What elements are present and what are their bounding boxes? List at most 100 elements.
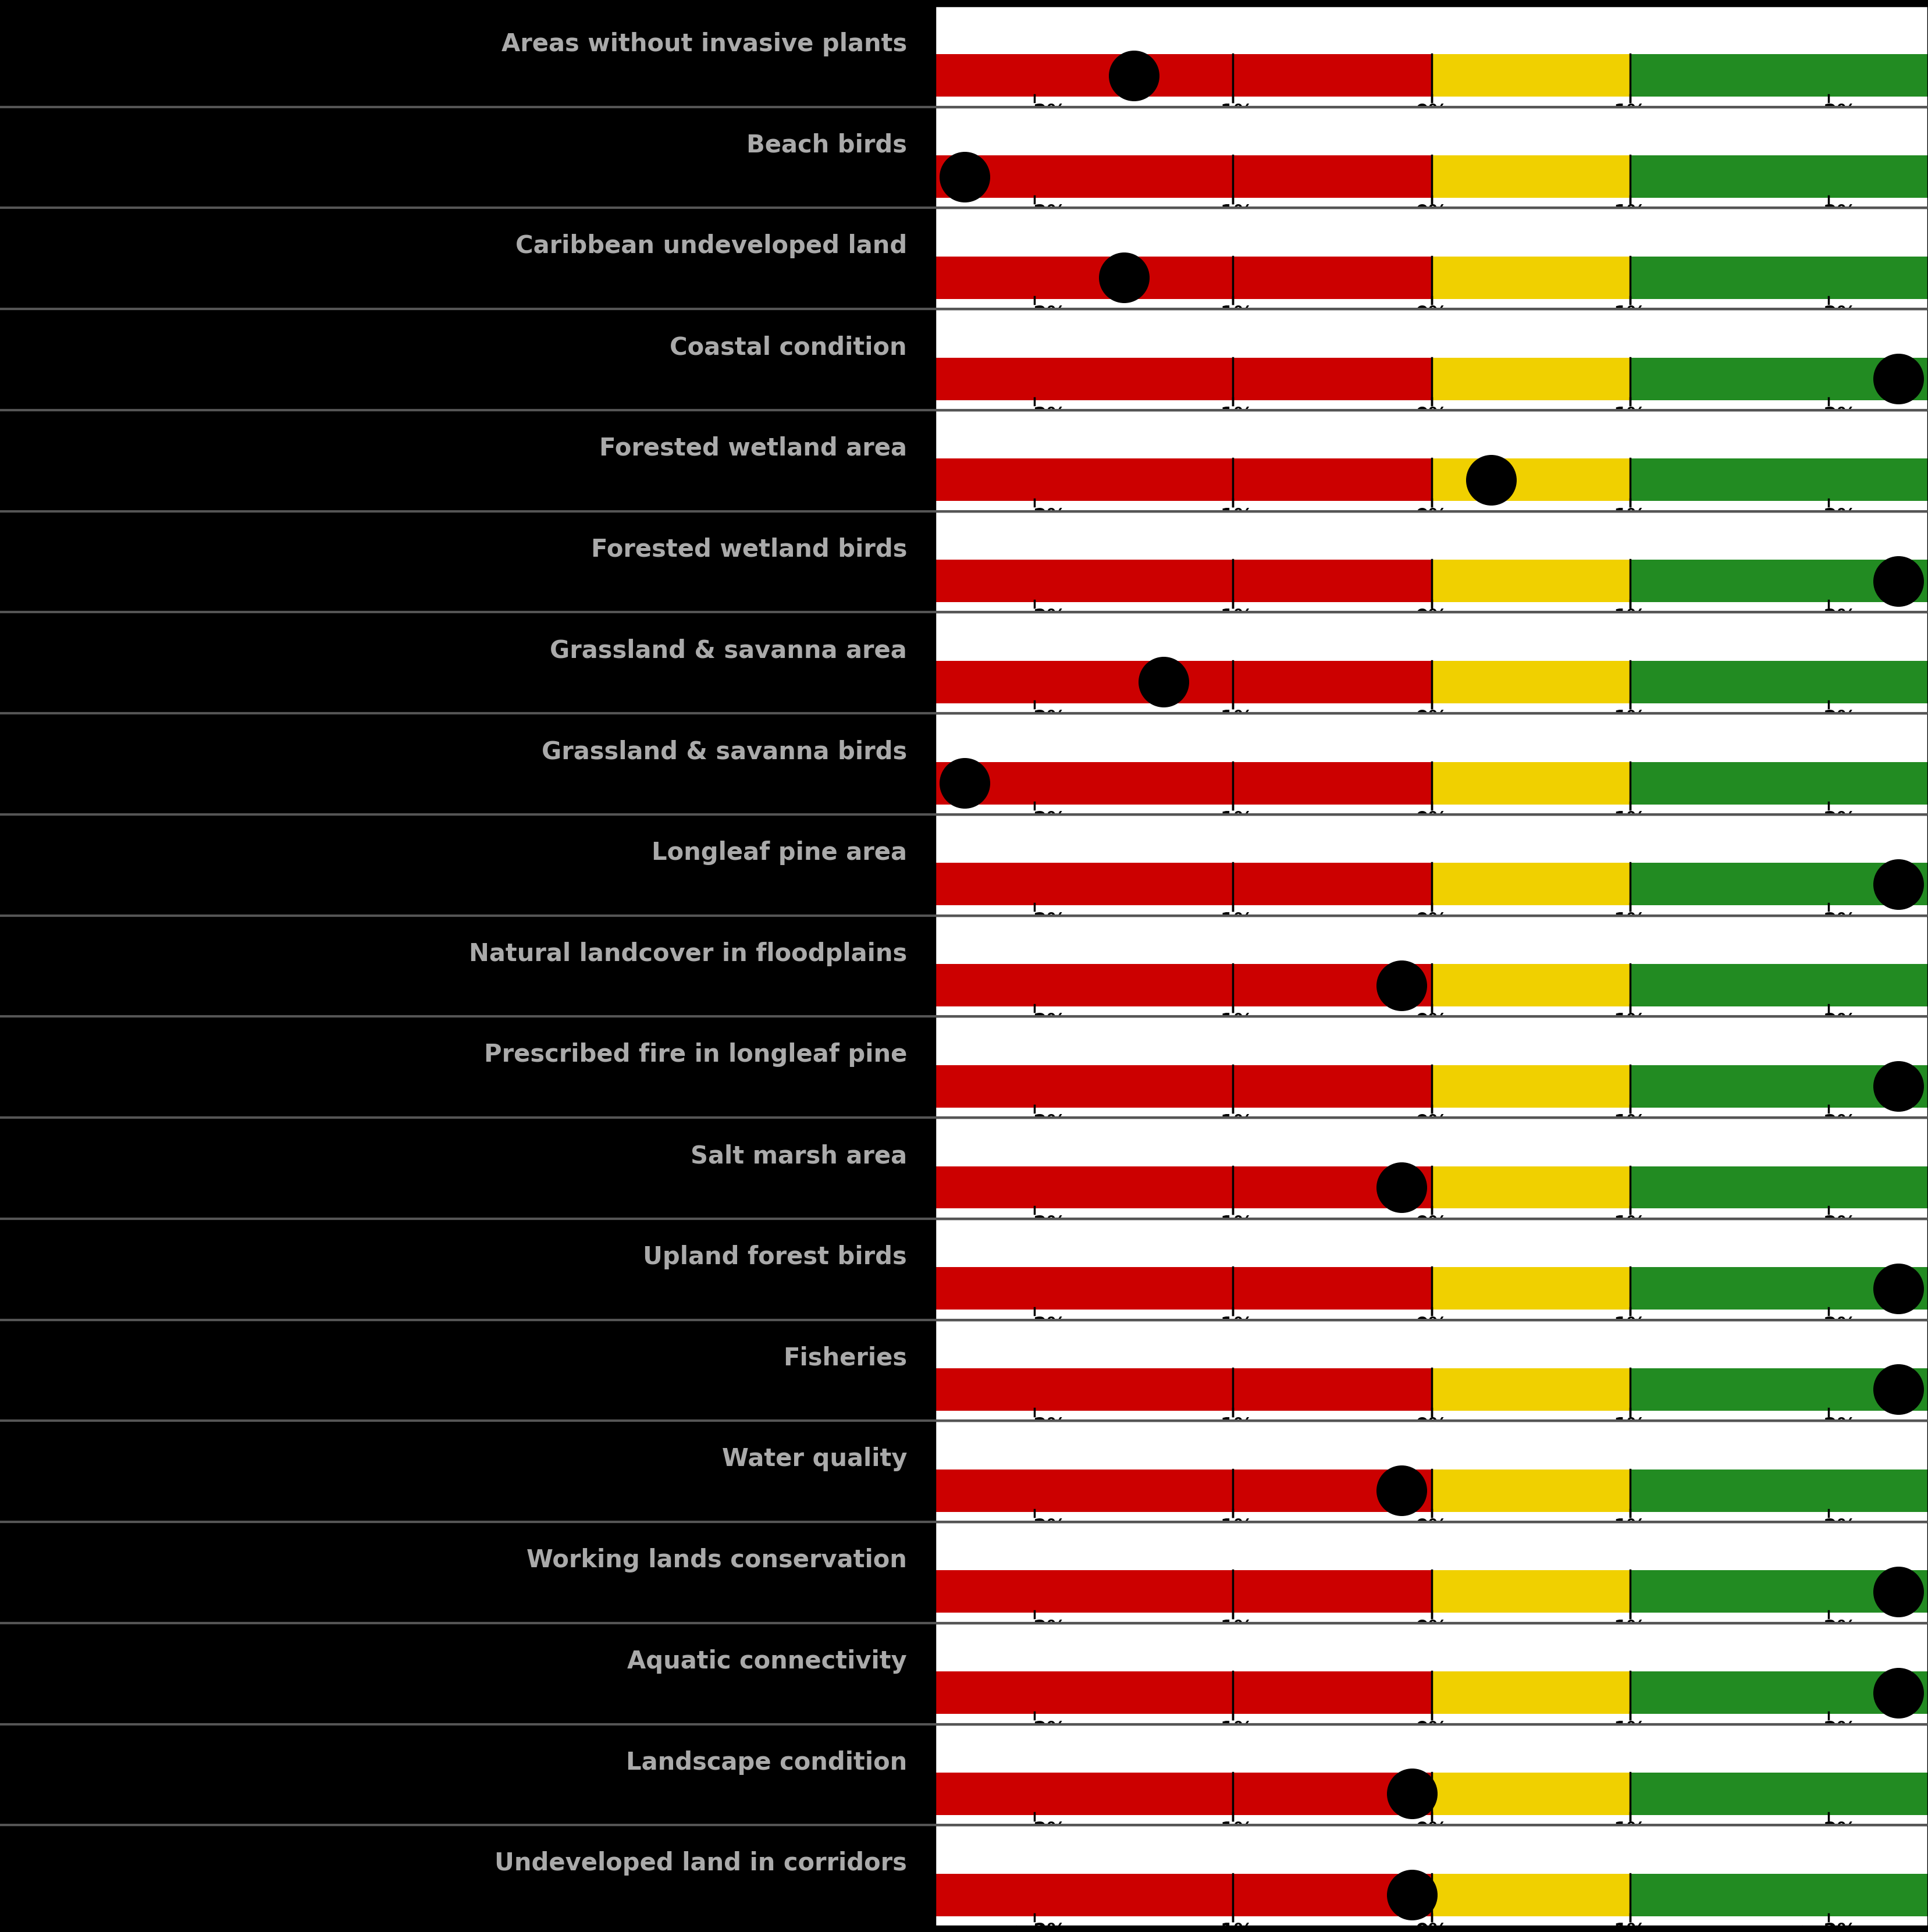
Bar [1631, 1167, 1928, 1209]
Text: > 2%: > 2% [1801, 609, 1857, 628]
Text: -1%: -1% [1213, 1822, 1253, 1841]
Text: > 2%: > 2% [1801, 1619, 1857, 1638]
Bar [1631, 1571, 1928, 1613]
Text: -1%: -1% [1213, 1922, 1253, 1932]
Bar [1631, 1368, 1928, 1410]
Text: -1%: -1% [1213, 810, 1253, 829]
Text: < -2%: < -2% [1003, 205, 1066, 222]
Text: > 2%: > 2% [1801, 205, 1857, 222]
Text: Longleaf pine area: Longleaf pine area [652, 840, 906, 866]
Text: > 2%: > 2% [1801, 1316, 1857, 1335]
Text: -1%: -1% [1213, 205, 1253, 222]
Bar [1234, 1167, 1431, 1209]
Bar [1234, 1874, 1431, 1917]
Text: Water quality: Water quality [721, 1447, 906, 1472]
Text: < -2%: < -2% [1003, 506, 1066, 526]
Bar [1234, 560, 1431, 603]
Text: > 2%: > 2% [1801, 1822, 1857, 1841]
Bar [1431, 1470, 1631, 1513]
Text: Aquatic connectivity: Aquatic connectivity [627, 1650, 906, 1673]
Text: -1%: -1% [1213, 506, 1253, 526]
Text: < -2%: < -2% [1003, 305, 1066, 325]
Bar [935, 1267, 1234, 1310]
Text: < -2%: < -2% [1003, 709, 1066, 728]
Bar [1431, 458, 1631, 500]
Text: Landscape condition: Landscape condition [627, 1750, 906, 1776]
Text: 1%: 1% [1614, 912, 1647, 931]
Text: -1%: -1% [1213, 1113, 1253, 1132]
Bar [935, 458, 1234, 500]
Bar [935, 1065, 1234, 1107]
Text: 0%: 0% [1415, 1822, 1448, 1841]
Bar [1234, 155, 1431, 197]
Text: -1%: -1% [1213, 406, 1253, 425]
Bar [1631, 458, 1928, 500]
Text: 0%: 0% [1415, 1519, 1448, 1538]
Point [949, 767, 979, 798]
Text: 1%: 1% [1614, 305, 1647, 325]
Text: 0%: 0% [1415, 1922, 1448, 1932]
Point [1386, 1476, 1417, 1507]
Text: Forested wetland area: Forested wetland area [600, 437, 906, 460]
Point [949, 160, 979, 191]
Text: 1%: 1% [1614, 102, 1647, 122]
Bar [1631, 560, 1928, 603]
Text: 1%: 1% [1614, 1113, 1647, 1132]
Point [1884, 1070, 1915, 1101]
Point [1884, 566, 1915, 597]
Bar [1631, 357, 1928, 400]
Text: 1%: 1% [1614, 1316, 1647, 1335]
Text: 0%: 0% [1415, 709, 1448, 728]
Text: 0%: 0% [1415, 1012, 1448, 1032]
Bar [1631, 1065, 1928, 1107]
Bar [1431, 560, 1631, 603]
Text: 1%: 1% [1614, 609, 1647, 628]
Bar [935, 357, 1234, 400]
Bar [1631, 661, 1928, 703]
Text: -1%: -1% [1213, 1215, 1253, 1235]
Bar [935, 1874, 1234, 1917]
Text: < -2%: < -2% [1003, 1922, 1066, 1932]
Bar [1631, 864, 1928, 906]
Text: > 2%: > 2% [1801, 1113, 1857, 1132]
Text: -1%: -1% [1213, 709, 1253, 728]
Bar [935, 1470, 1234, 1513]
Bar [1431, 1772, 1631, 1814]
Point [1118, 60, 1149, 91]
Bar [935, 560, 1234, 603]
Text: > 2%: > 2% [1801, 1519, 1857, 1538]
Text: -1%: -1% [1213, 1619, 1253, 1638]
Point [1884, 869, 1915, 900]
Text: < -2%: < -2% [1003, 1113, 1066, 1132]
Text: Prescribed fire in longleaf pine: Prescribed fire in longleaf pine [484, 1043, 906, 1066]
Text: 0%: 0% [1415, 205, 1448, 222]
Point [1147, 667, 1178, 697]
Bar [935, 761, 1234, 804]
Text: > 2%: > 2% [1801, 102, 1857, 122]
Bar [1431, 1671, 1631, 1714]
Text: Forested wetland birds: Forested wetland birds [590, 537, 906, 562]
Text: -1%: -1% [1213, 102, 1253, 122]
Point [1884, 1577, 1915, 1607]
Bar [1234, 1368, 1431, 1410]
Bar [1631, 155, 1928, 197]
Point [1386, 970, 1417, 1001]
Bar [1234, 1772, 1431, 1814]
Text: 0%: 0% [1415, 1416, 1448, 1435]
Text: < -2%: < -2% [1003, 1619, 1066, 1638]
Bar [1431, 1571, 1631, 1613]
Point [1109, 263, 1139, 294]
Text: -1%: -1% [1213, 305, 1253, 325]
Text: < -2%: < -2% [1003, 1822, 1066, 1841]
Text: 1%: 1% [1614, 1519, 1647, 1538]
Text: 0%: 0% [1415, 406, 1448, 425]
Text: < -2%: < -2% [1003, 1215, 1066, 1235]
Point [1884, 1273, 1915, 1304]
Bar [1631, 54, 1928, 97]
Bar [1234, 54, 1431, 97]
Text: Undeveloped land in corridors: Undeveloped land in corridors [495, 1851, 906, 1876]
Text: -1%: -1% [1213, 1519, 1253, 1538]
Bar [1431, 1267, 1631, 1310]
Bar [1631, 257, 1928, 299]
Text: 0%: 0% [1415, 1719, 1448, 1739]
